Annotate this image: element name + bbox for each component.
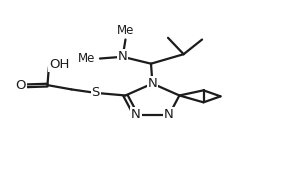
- Text: N: N: [148, 77, 157, 90]
- Text: N: N: [164, 108, 174, 121]
- Text: Me: Me: [78, 52, 96, 65]
- Text: S: S: [91, 86, 100, 99]
- Text: N: N: [131, 108, 141, 121]
- Text: Me: Me: [117, 24, 134, 37]
- Text: O: O: [15, 80, 26, 93]
- Text: N: N: [118, 50, 127, 63]
- Text: OH: OH: [49, 58, 69, 71]
